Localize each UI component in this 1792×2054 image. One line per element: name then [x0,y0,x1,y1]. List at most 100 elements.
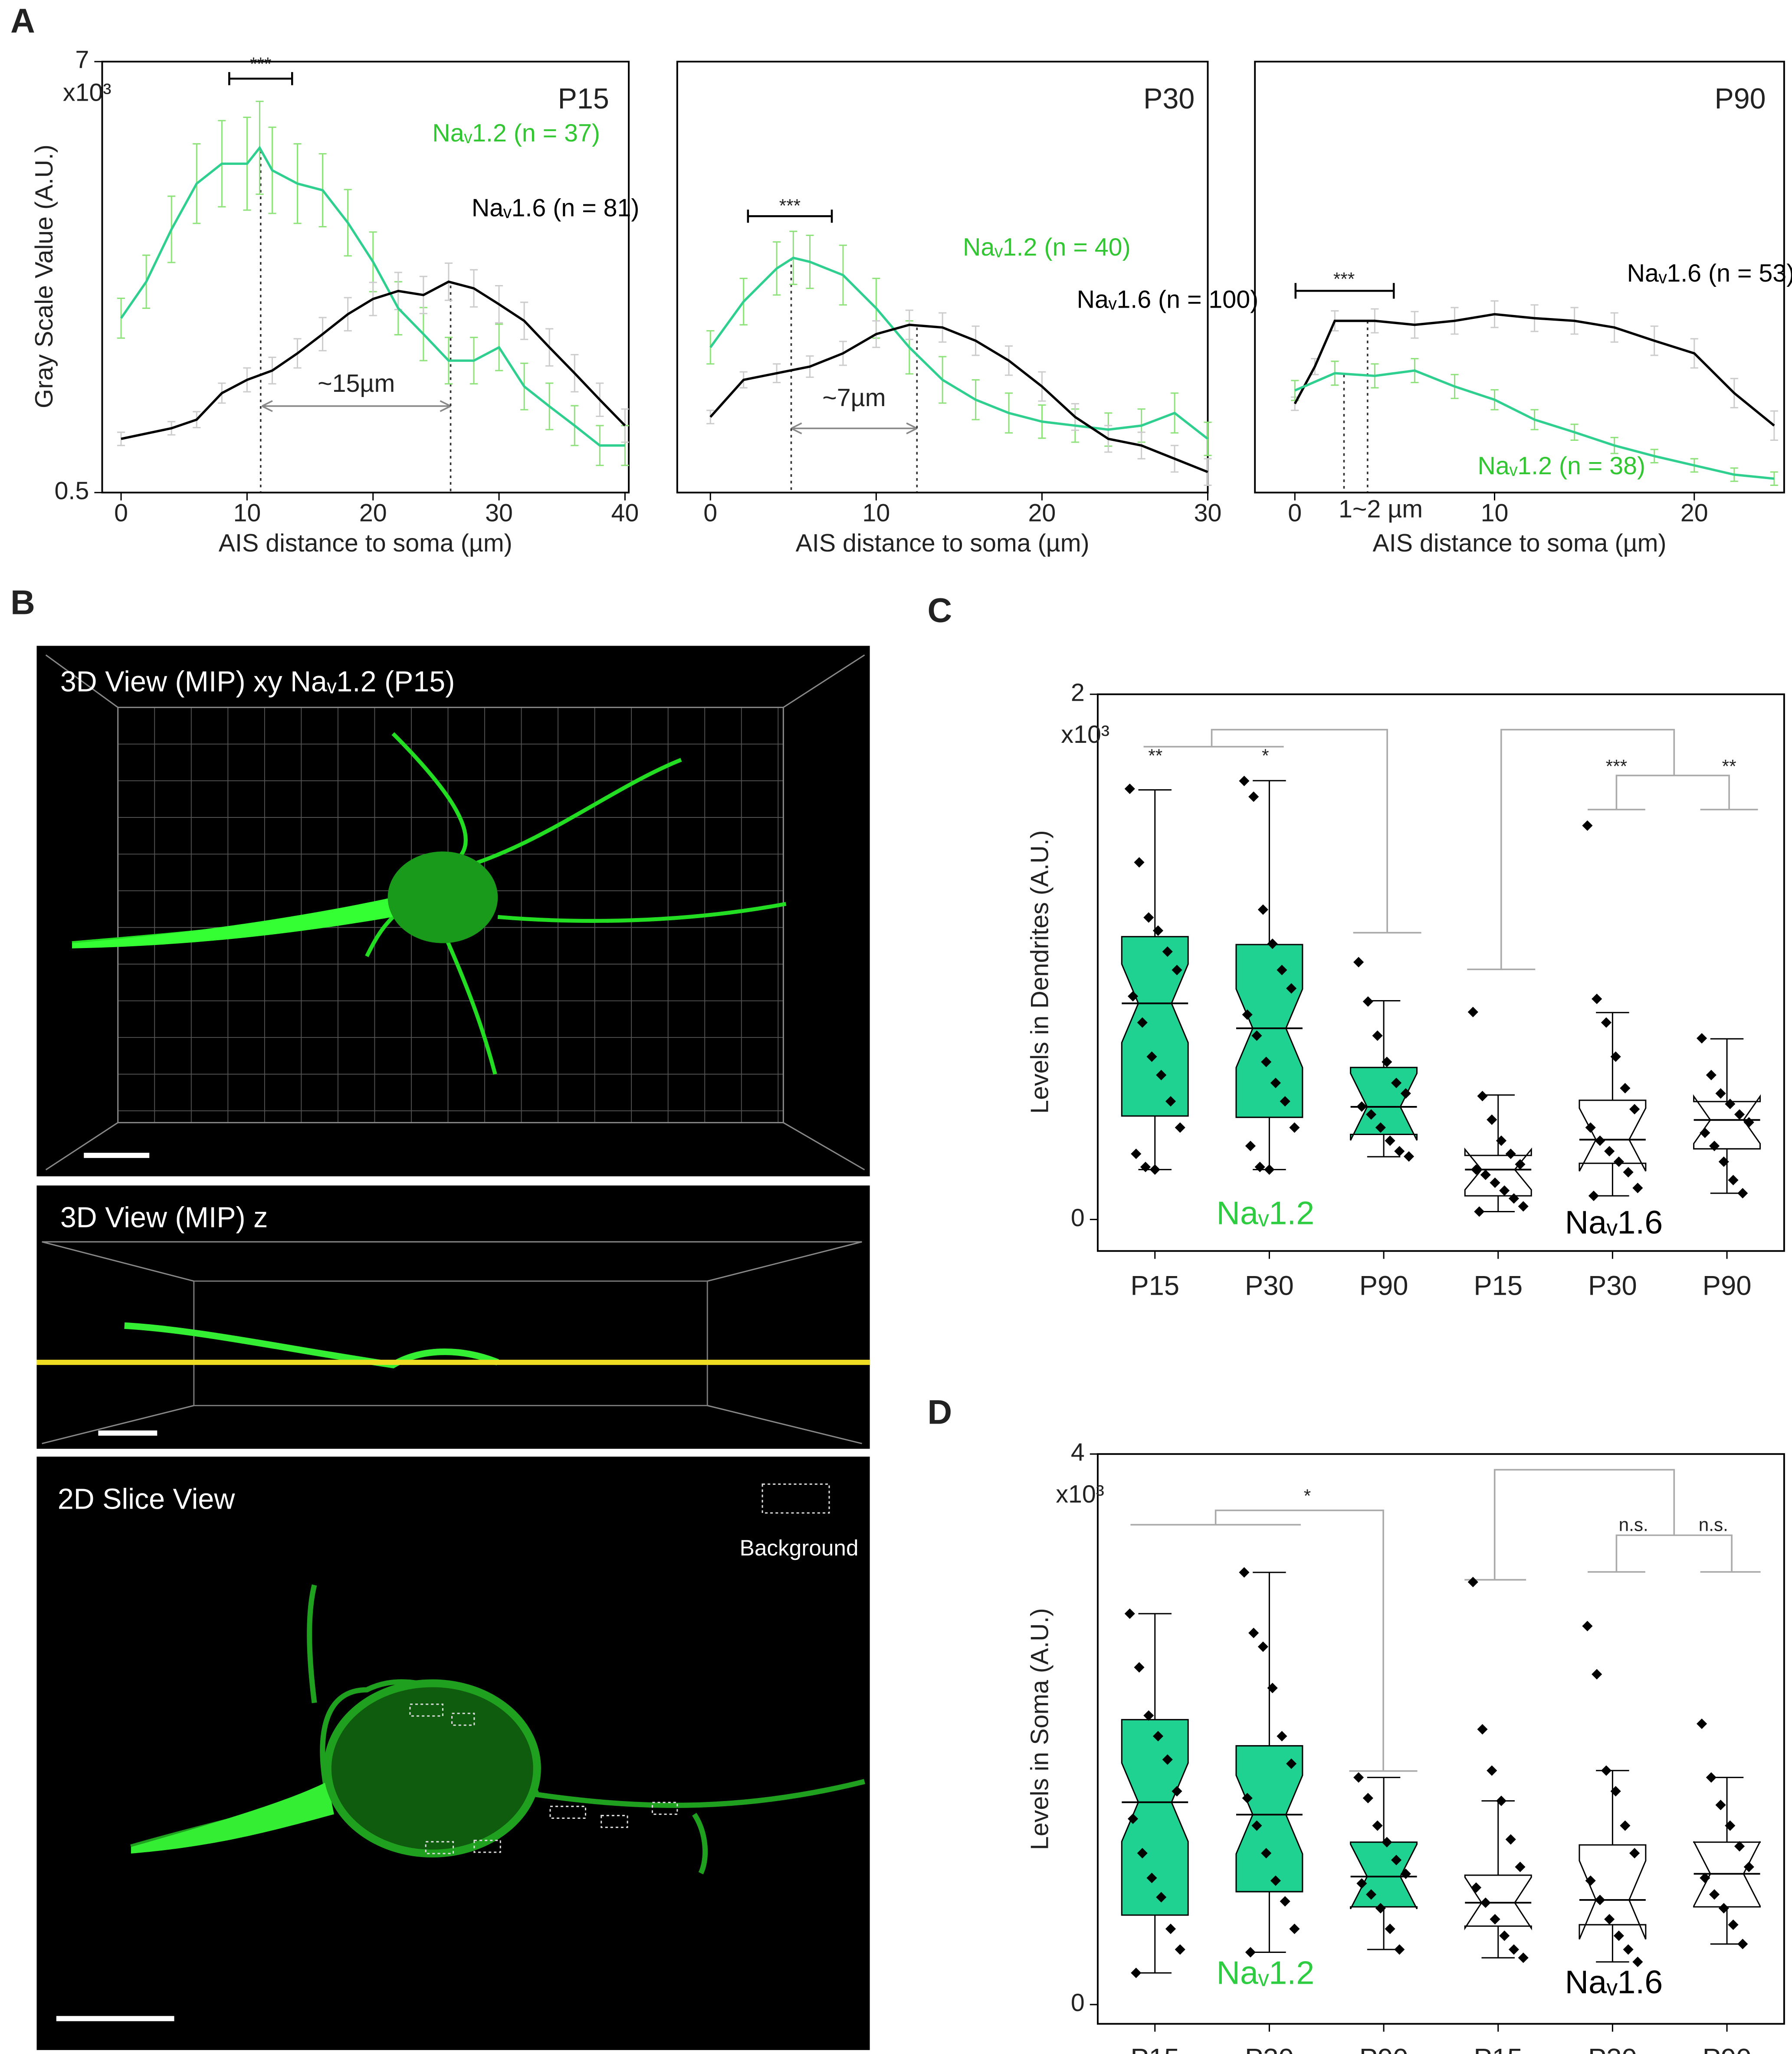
neuron-soma [323,1679,541,1858]
y-axis-label: Levels in Dendrites (A.U.) [1026,830,1054,1114]
data-point [1152,1731,1164,1742]
data-point [1385,1923,1395,1934]
plot-frame [101,61,630,494]
data-point [1518,1952,1529,1963]
data-point [1610,1786,1621,1797]
data-point [1400,1088,1411,1099]
data-point [1725,1820,1736,1831]
data-point [1137,1848,1148,1859]
series-label: Naᵥ1.6 (n = 53) [1627,259,1792,287]
annotation: ~7µm [822,384,886,412]
y-tick-label: 0 [1071,1204,1085,1232]
data-point [1709,1141,1720,1152]
data-point [1632,1182,1643,1194]
data-point [1604,1914,1615,1925]
data-point [1715,1088,1726,1099]
x-tick-label: P90 [1703,2044,1752,2054]
panel-label: D [927,1393,952,1431]
y-unit: x10³ [1061,721,1109,748]
x-tick-label: 30 [485,499,513,527]
data-point [1251,1820,1262,1831]
data-point [1632,1956,1643,1967]
data-point [1248,1627,1259,1638]
data-point [1588,1191,1599,1201]
data-point [1162,1754,1173,1765]
data-point [1490,1177,1500,1188]
neuron [124,1322,499,1368]
data-point [1470,1164,1482,1175]
data-point [1245,1947,1256,1958]
data-point [1601,1017,1611,1028]
data-point [1270,1875,1281,1886]
data-point [1375,1122,1386,1133]
data-point [1156,1892,1167,1903]
data-point [1127,991,1139,1002]
error-bar [117,298,125,339]
data-point [1585,1122,1596,1133]
y-tick-label: 7 [75,46,89,74]
data-point [1254,1162,1265,1172]
data-point [1156,1070,1167,1080]
data-point [1261,1057,1272,1067]
data-point [1356,1878,1367,1889]
data-point [1715,1800,1726,1811]
chart-title: P15 [558,83,609,115]
data-point [1585,1875,1596,1886]
data-point [1289,1122,1300,1133]
data-point [1152,925,1164,936]
data-point [1623,1944,1634,1955]
data-point [1143,1710,1154,1721]
data-point [1737,1188,1748,1199]
data-point [1604,1146,1615,1157]
box [1693,1094,1761,1150]
neuron-soma [387,851,498,943]
data-point [1242,1793,1253,1804]
data-point [1143,912,1154,923]
data-point [1372,1030,1383,1041]
x-tick-label: P30 [1245,2044,1294,2054]
group-label: Naᵥ1.2 [1217,1955,1315,1991]
data-point [1518,1201,1529,1212]
neuron-axon [131,1781,334,1854]
data-point [1239,775,1250,786]
plot-frame [1096,1453,1785,2025]
x-tick-label: 40 [611,499,639,527]
data-point [1267,938,1278,949]
x-axis-label: AIS distance to soma (µm) [796,529,1090,557]
series-line [709,323,1208,473]
data-point [1613,1156,1624,1167]
series-label: Naᵥ1.2 (n = 37) [432,119,600,147]
data-point [1286,983,1297,994]
data-point [1477,1091,1488,1102]
data-point [1706,1772,1717,1783]
data-point [1490,1914,1500,1925]
x-tick-label: 10 [1481,499,1509,527]
x-tick-label: 30 [1194,499,1222,527]
data-point [1353,957,1364,968]
data-point [1366,1889,1377,1900]
data-point [1366,1109,1377,1120]
data-point [1706,1070,1717,1080]
data-point [1127,1813,1139,1824]
image-frame [193,1280,708,1407]
data-point [1375,1903,1386,1914]
data-point [1267,1683,1278,1693]
error-bar [117,431,125,446]
annotation: *** [779,195,801,216]
group-label: Naᵥ1.6 [1565,1964,1663,2000]
y-axis-label: Gray Scale Value (A.U.) [30,144,58,408]
image-caption: 3D View (MIP) xy Naᵥ1.2 (P15) [60,666,455,698]
data-point [1595,1135,1605,1146]
series-label: Naᵥ1.6 (n = 81) [472,194,640,222]
data-point [1165,1096,1176,1107]
data-point [1487,1114,1497,1125]
box [1121,1719,1189,1916]
data-point [1394,1944,1405,1955]
data-point [1734,1841,1745,1852]
data-point [1124,783,1135,794]
annotation: * [1304,1486,1311,1506]
data-point [1391,1077,1402,1088]
series-line [120,145,625,447]
